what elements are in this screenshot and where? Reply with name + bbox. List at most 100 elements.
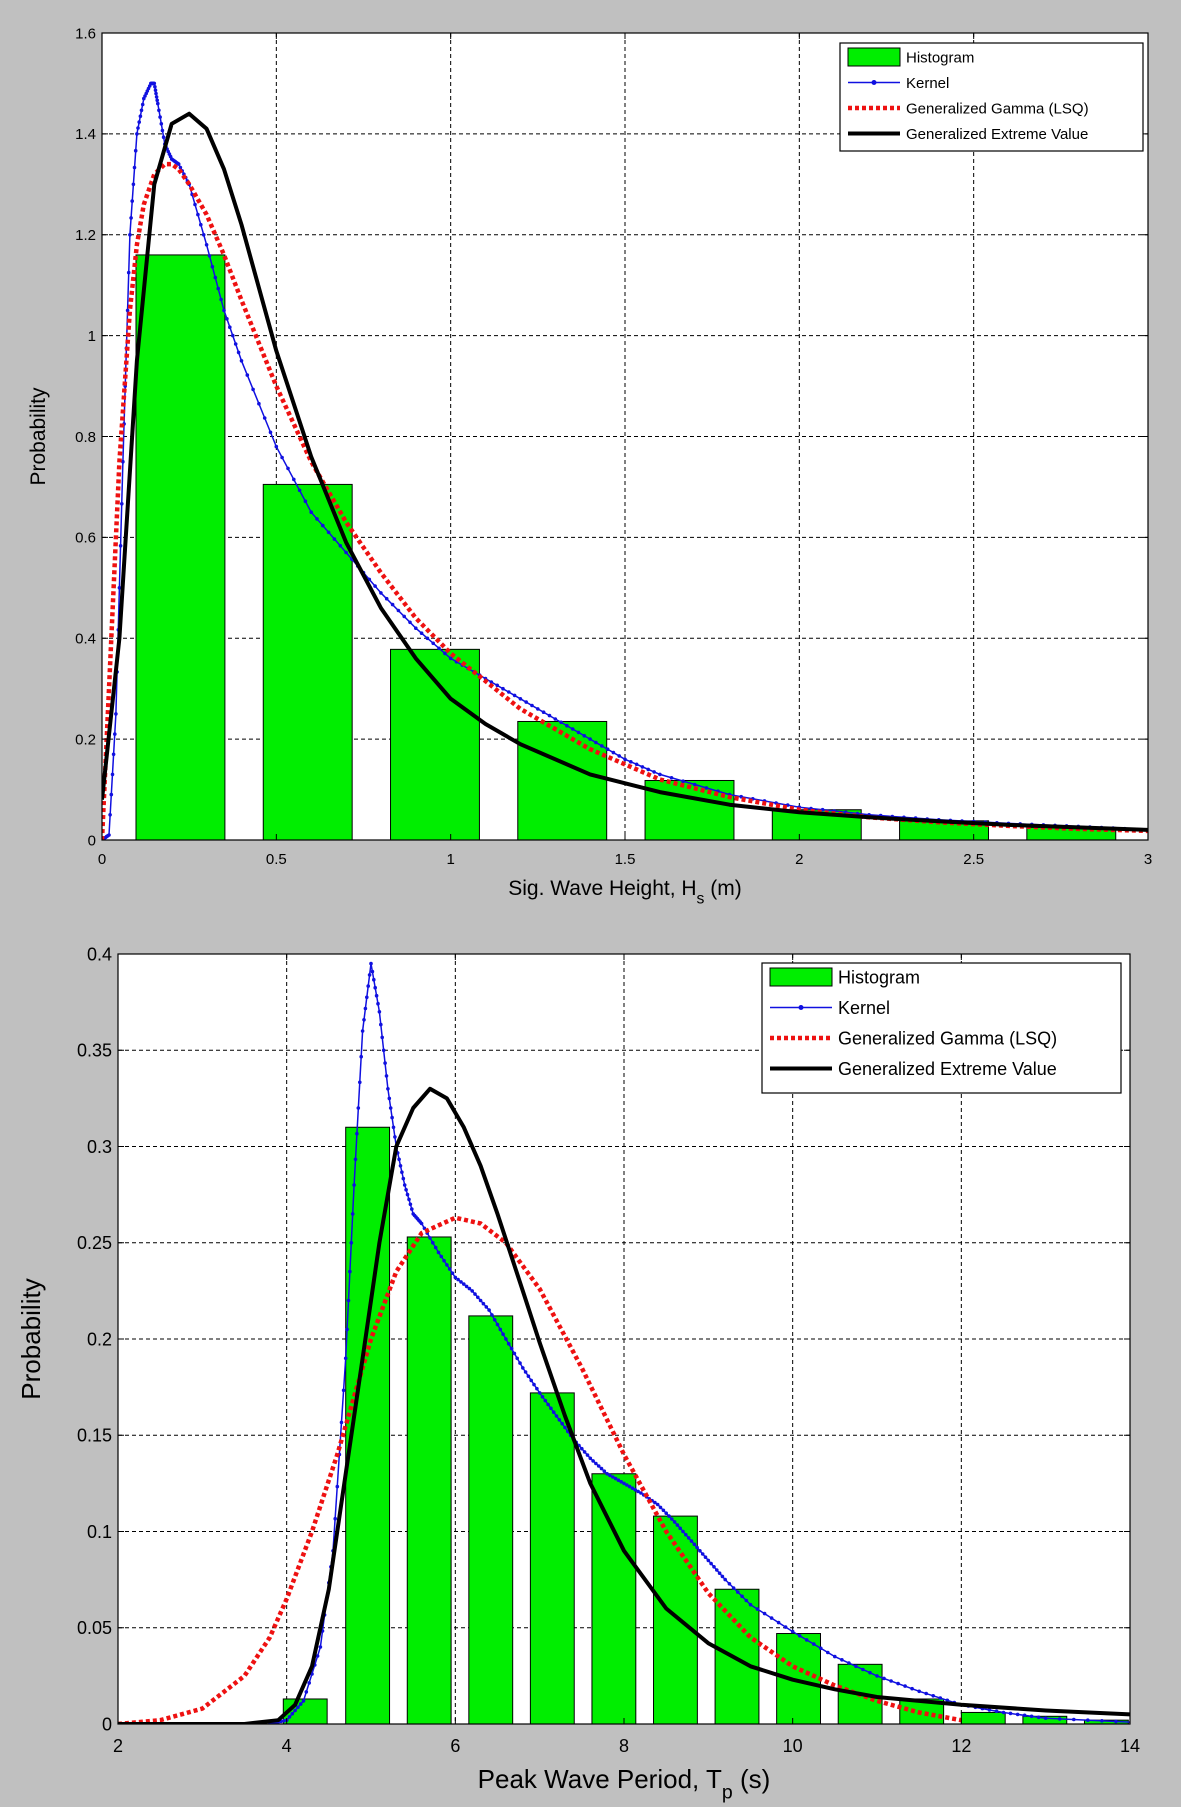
kernel-marker <box>380 1035 385 1040</box>
kernel-marker <box>152 81 157 86</box>
legend: Histogram Kernel Generalized Gamma (LSQ) Ge… <box>839 42 1144 152</box>
kernel-marker <box>301 1699 306 1703</box>
kernel-marker <box>120 502 124 506</box>
kernel-marker <box>386 1087 390 1091</box>
kernel-marker <box>204 243 209 247</box>
kernel-marker <box>377 1010 382 1014</box>
x-axis-label-sub: s <box>697 890 705 907</box>
kernel-marker <box>783 1625 788 1629</box>
kernel-marker <box>408 620 412 625</box>
kernel-marker <box>363 1006 368 1011</box>
kernel-marker <box>715 1568 719 1572</box>
kernel-marker <box>355 1131 359 1136</box>
kernel-marker <box>286 466 290 471</box>
kernel-marker <box>634 762 639 767</box>
kernel-marker <box>840 1658 844 1662</box>
x-axis-label-sub: p <box>722 1781 733 1803</box>
kernel-marker <box>376 1001 380 1006</box>
kernel-marker <box>118 544 123 548</box>
kernel-marker <box>546 1402 550 1407</box>
y-tick-label: 1.6 <box>75 25 96 42</box>
kernel-marker <box>111 752 116 757</box>
kernel-marker <box>193 202 197 207</box>
kernel-marker <box>345 1327 349 1332</box>
kernel-marker <box>332 537 337 541</box>
kernel-marker <box>225 317 229 321</box>
kernel-marker <box>370 969 375 974</box>
kernel-marker <box>341 1388 346 1393</box>
kernel-marker <box>130 199 134 203</box>
kernel-marker <box>755 1607 760 1611</box>
kernel-marker <box>199 222 203 227</box>
kernel-marker <box>594 1461 598 1466</box>
kernel-marker <box>559 720 563 725</box>
kernel-marker <box>1086 1718 1090 1722</box>
kernel-marker <box>826 1650 830 1655</box>
legend-swatch-histogram <box>769 967 833 987</box>
kernel-marker <box>356 1106 361 1110</box>
kernel-marker <box>585 1453 590 1457</box>
kernel-marker <box>526 1374 531 1378</box>
kernel-marker <box>155 98 159 103</box>
kernel-marker <box>121 459 125 464</box>
kernel-marker <box>419 631 424 635</box>
legend-label: Generalized Gamma (LSQ) <box>838 1028 1057 1048</box>
kernel-marker <box>509 1346 514 1351</box>
kernel-marker <box>373 584 377 588</box>
kernel-marker <box>128 233 132 237</box>
kernel-marker <box>176 162 181 166</box>
kernel-marker <box>521 1366 525 1370</box>
kernel-marker <box>391 1125 396 1130</box>
kernel-marker <box>684 1532 688 1537</box>
x-tick-label: 2 <box>113 1736 123 1756</box>
kernel-marker <box>551 1410 556 1414</box>
kernel-marker <box>658 1505 663 1510</box>
kernel-marker <box>640 765 645 769</box>
kernel-marker <box>686 1536 691 1540</box>
kernel-marker <box>408 1202 413 1207</box>
kernel-marker <box>484 1305 489 1309</box>
kernel-marker <box>381 1048 386 1053</box>
kernel-marker <box>402 1183 407 1187</box>
kernel-marker <box>397 1157 401 1162</box>
kernel-marker <box>333 1516 338 1521</box>
histogram-bar <box>262 483 353 840</box>
kernel-marker <box>797 1634 802 1638</box>
kernel-marker <box>239 359 244 363</box>
kernel-marker <box>672 1520 677 1524</box>
kernel-marker <box>588 737 592 741</box>
kernel-marker <box>812 1642 816 1646</box>
kernel-marker <box>1043 1716 1048 1720</box>
kernel-marker <box>535 1386 539 1391</box>
kernel-marker <box>518 1361 522 1365</box>
kernel-marker <box>875 1674 879 1678</box>
kernel-marker <box>388 1106 393 1110</box>
x-tick-label: 1 <box>446 851 454 868</box>
kernel-marker <box>287 1715 292 1719</box>
kernel-marker <box>636 1489 640 1494</box>
kernel-marker <box>740 1594 744 1599</box>
kernel-marker <box>658 772 662 777</box>
y-tick-label: 0 <box>102 1714 112 1734</box>
kernel-marker <box>565 723 569 728</box>
x-tick-label: 14 <box>1120 1736 1140 1756</box>
kernel-marker <box>315 1654 320 1658</box>
generalized-extreme-value-line <box>102 111 1148 832</box>
kernel-marker <box>222 308 226 313</box>
kernel-marker <box>398 1164 403 1168</box>
kernel-marker <box>154 95 159 99</box>
kernel-marker <box>605 747 610 751</box>
y-tick-label: 0 <box>88 832 96 849</box>
kernel-marker <box>373 985 378 990</box>
legend-label: Generalized Extreme Value <box>838 1059 1057 1079</box>
kernel-marker <box>207 254 212 258</box>
kernel-marker <box>652 770 656 774</box>
kernel-marker <box>405 1192 410 1197</box>
kernel-marker <box>369 961 373 966</box>
kernel-marker <box>804 1638 809 1642</box>
kernel-marker <box>917 1689 921 1694</box>
kernel-marker <box>820 807 825 812</box>
kernel-marker <box>698 1549 702 1553</box>
kernel-marker <box>540 1395 545 1399</box>
kernel-marker <box>153 88 158 92</box>
